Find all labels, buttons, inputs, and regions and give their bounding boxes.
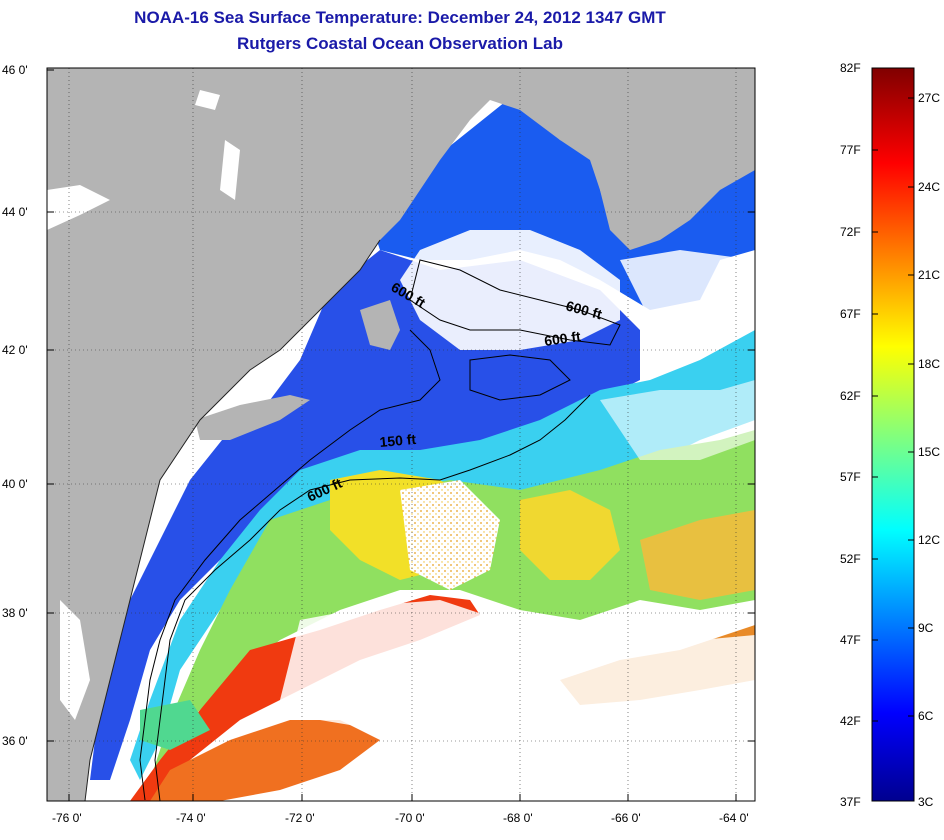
lon-label: -68 0' <box>503 811 533 825</box>
inland-water-1 <box>47 185 110 230</box>
inland-water-2 <box>195 90 220 110</box>
lon-label: -66 0' <box>611 811 641 825</box>
colorbar-f-label: 42F <box>840 714 861 728</box>
sst-warm-eddy-central <box>520 490 620 580</box>
lat-label: 46 0' <box>2 63 28 77</box>
colorbar-gradient <box>871 67 915 802</box>
colorbar-c-label: 24C <box>918 180 940 194</box>
colorbar-ticks <box>872 97 914 722</box>
latitude-labels: 36 0' 38 0' 40 0' 42 0' 44 0' 46 0' <box>2 63 28 748</box>
colorbar-f-label: 82F <box>840 61 861 75</box>
land-cape-cod <box>360 300 400 350</box>
colorbar-c-label: 9C <box>918 621 934 635</box>
colorbar-f-label: 72F <box>840 225 861 239</box>
sst-cold-shelf <box>90 250 640 780</box>
sst-cool-band <box>130 330 755 780</box>
colorbar-c-label: 3C <box>918 795 934 809</box>
contour-label: 150 ft <box>379 431 417 450</box>
sst-warm-speckle <box>400 480 500 590</box>
contour-georges <box>469 354 571 401</box>
axis-ticks <box>47 69 755 801</box>
colorbar-f-label: 62F <box>840 389 861 403</box>
contour-600ft-shelf-break <box>154 394 591 801</box>
lon-label: -70 0' <box>395 811 425 825</box>
colorbar-c-label: 21C <box>918 268 940 282</box>
colorbar-f-label: 67F <box>840 307 861 321</box>
lon-label: -76 0' <box>52 811 82 825</box>
lon-label: -64 0' <box>719 811 749 825</box>
lat-label: 38 0' <box>2 606 28 620</box>
sst-gulf-stream-south <box>150 720 380 801</box>
land-long-island <box>195 395 310 440</box>
map-title: NOAA-16 Sea Surface Temperature: Decembe… <box>134 8 666 27</box>
lat-label: 42 0' <box>2 343 28 357</box>
land-mass <box>47 68 755 801</box>
cloud-gap-northeast <box>620 250 755 330</box>
lat-label: 40 0' <box>2 477 28 491</box>
colorbar-c-label: 15C <box>918 445 940 459</box>
colorbar-f-label: 57F <box>840 470 861 484</box>
coastline <box>84 239 381 801</box>
contour-label: 600 ft <box>543 328 582 349</box>
lat-label: 44 0' <box>2 205 28 219</box>
lat-label: 36 0' <box>2 734 28 748</box>
inland-water-chesapeake <box>60 600 90 720</box>
colorbar: 82F 77F 72F 67F 62F 57F 52F 47F 42F 37F … <box>840 61 940 809</box>
colorbar-c-label: 18C <box>918 357 940 371</box>
map-frame <box>46 67 756 802</box>
colorbar-c-label: 12C <box>918 533 940 547</box>
sst-warm-east <box>640 510 755 600</box>
colorbar-c-label: 6C <box>918 709 934 723</box>
inland-water-3 <box>220 140 240 200</box>
cloud-gap-offshore <box>280 600 755 801</box>
lon-label: -72 0' <box>285 811 315 825</box>
map-area: 600 ft 600 ft 600 ft 150 ft 600 ft <box>47 68 755 801</box>
cloud-gap-east <box>600 380 755 460</box>
contour-gulf-of-maine <box>409 259 621 346</box>
colorbar-c-label: 27C <box>918 91 940 105</box>
colorbar-f-label: 52F <box>840 552 861 566</box>
longitude-labels: -76 0' -74 0' -72 0' -70 0' -68 0' -66 0… <box>52 811 749 825</box>
contour-150ft <box>139 329 441 801</box>
colorbar-f-label: 47F <box>840 633 861 647</box>
colorbar-f-label: 37F <box>840 795 861 809</box>
colorbar-f-label: 77F <box>840 143 861 157</box>
lon-label: -74 0' <box>176 811 206 825</box>
map-subtitle: Rutgers Coastal Ocean Observation Lab <box>237 34 563 53</box>
cloud-gap-georges <box>400 230 620 350</box>
sst-field <box>90 90 755 801</box>
land-nova-scotia <box>600 110 755 250</box>
